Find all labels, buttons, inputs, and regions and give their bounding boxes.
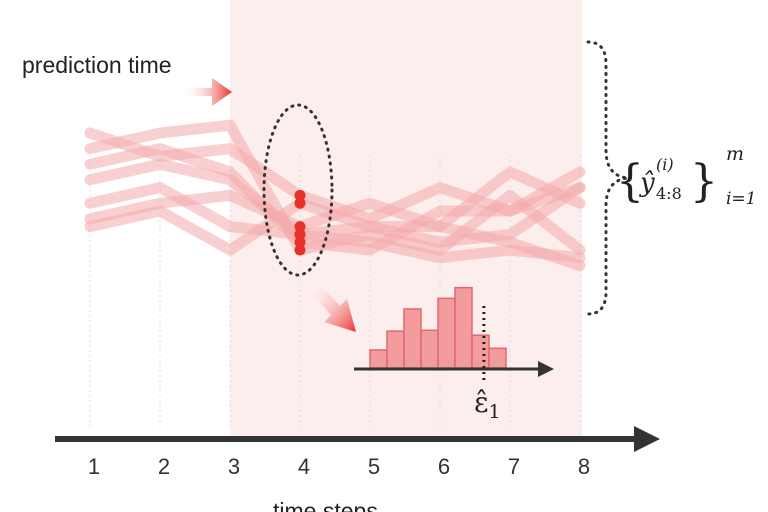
histogram-bar-6 xyxy=(454,286,473,369)
epsilon-label: ε̂1 xyxy=(474,386,501,423)
time-axis-arrowhead xyxy=(634,426,660,452)
x-tick-6: 6 xyxy=(438,454,450,479)
histogram-bar-5 xyxy=(437,297,456,369)
trajectory-lines xyxy=(84,119,586,272)
x-tick-5: 5 xyxy=(368,454,380,479)
sample-points xyxy=(294,189,306,256)
x-tick-7: 7 xyxy=(508,454,520,479)
to-histogram-arrow xyxy=(309,282,356,332)
histogram-bar-8 xyxy=(488,347,507,369)
trajectory-line-4 xyxy=(84,158,586,240)
sample-dot-3 xyxy=(294,221,306,233)
y-hat-symbol: ŷ xyxy=(639,168,655,198)
histogram-bar-7 xyxy=(471,334,490,369)
histogram-bar-4 xyxy=(420,329,439,369)
x-axis-label: time steps xyxy=(273,498,378,512)
right-brace-glyph: } xyxy=(690,156,718,207)
sample-dot-5 xyxy=(294,236,306,248)
x-tick-8: 8 xyxy=(578,454,590,479)
set-lower-index: i=1 xyxy=(726,189,757,209)
histogram-bar-3 xyxy=(403,308,422,369)
trajectory-line-3 xyxy=(84,189,586,272)
prediction-time-label: prediction time xyxy=(22,52,172,78)
histogram xyxy=(369,286,507,369)
histogram-bar-2 xyxy=(386,330,405,369)
sample-set-notation: { ŷ (i) 4:8 } m i=1 xyxy=(616,143,757,209)
x-tick-1: 1 xyxy=(88,454,100,479)
x-tick-4: 4 xyxy=(298,454,310,479)
y-superscript: (i) xyxy=(656,155,674,174)
trajectory-line-7 xyxy=(84,127,586,225)
left-brace-glyph: { xyxy=(616,156,644,207)
sample-dot-7 xyxy=(294,189,306,201)
x-tick-3: 3 xyxy=(228,454,240,479)
y-subscript: 4:8 xyxy=(656,184,682,203)
x-tick-labels: 1 2 3 4 5 6 7 8 xyxy=(88,454,590,479)
set-brace xyxy=(586,40,629,316)
histogram-axis-arrowhead xyxy=(538,361,554,377)
samples-ellipse xyxy=(262,103,334,277)
prediction-time-arrow xyxy=(182,78,232,106)
sample-dot-4 xyxy=(294,228,306,240)
sample-dot-2 xyxy=(294,197,306,209)
set-upper-index: m xyxy=(726,143,744,165)
sample-dot-6 xyxy=(294,244,306,256)
x-tick-2: 2 xyxy=(158,454,170,479)
histogram-bar-1 xyxy=(369,349,388,369)
